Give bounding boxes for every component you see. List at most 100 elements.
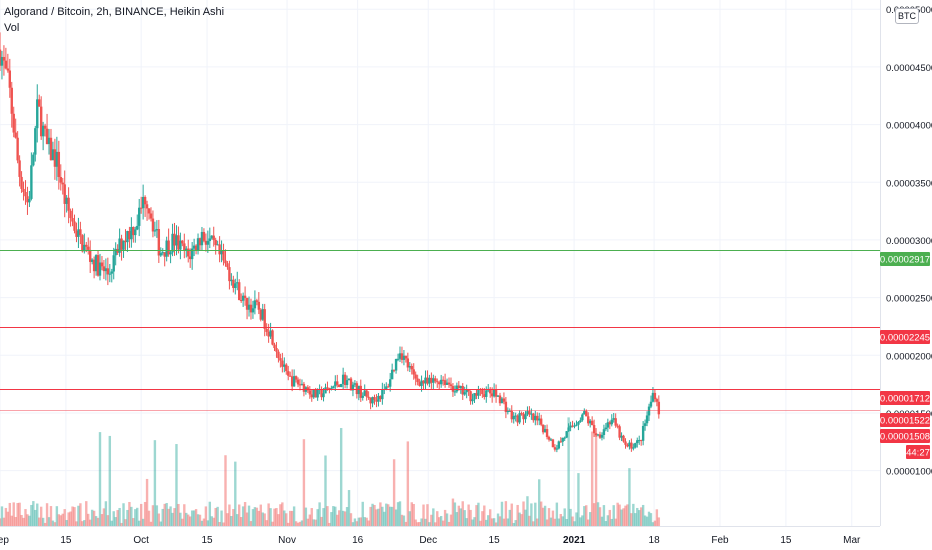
volume-bar	[57, 514, 61, 526]
volume-bar	[538, 479, 541, 526]
volume-bar	[375, 509, 378, 526]
price-label-text: 0.00001712	[880, 394, 930, 405]
volume-bar	[141, 518, 145, 526]
x-tick-label: 18	[649, 535, 661, 546]
candle-body	[187, 248, 190, 257]
volume-bar	[110, 520, 113, 526]
candle-body	[132, 226, 135, 236]
volume-bar	[94, 516, 98, 526]
candle-body	[459, 386, 462, 389]
volume-bar	[400, 514, 404, 526]
volume-bar	[534, 502, 537, 526]
candle-body	[639, 440, 643, 442]
volume-bar	[581, 515, 584, 526]
candle-body	[102, 266, 106, 272]
candle-body	[73, 221, 76, 231]
candle-body	[265, 328, 268, 332]
candle-body	[477, 389, 480, 396]
volume-bar	[171, 512, 174, 526]
volume-bar	[212, 517, 215, 526]
volume-bar	[353, 518, 357, 526]
candle-body	[447, 382, 451, 385]
volume-bar	[306, 518, 310, 526]
candle-body	[338, 384, 341, 387]
volume-bar	[236, 514, 239, 526]
volume-bar	[371, 503, 374, 526]
candle-body	[30, 165, 33, 199]
volume-bar	[598, 507, 602, 526]
volume-bar	[477, 502, 480, 526]
volume-bar	[416, 522, 419, 526]
volume-bars	[0, 417, 661, 526]
volume-bar	[355, 521, 359, 526]
volume-bar	[108, 435, 112, 526]
volume-bar	[330, 512, 333, 526]
candle-body	[626, 444, 629, 447]
candle-body	[49, 137, 53, 161]
candle-body	[498, 395, 502, 404]
candle-body	[600, 434, 604, 438]
volume-bar	[216, 506, 219, 526]
volume-bar	[632, 503, 635, 526]
volume-bar	[461, 501, 464, 526]
volume-bar	[588, 512, 592, 526]
volume-bar	[487, 515, 490, 526]
candle-body	[2, 56, 6, 61]
candle-body	[616, 425, 619, 427]
candle-body	[438, 382, 441, 385]
volume-bar	[220, 510, 223, 526]
volume-bar	[198, 514, 202, 526]
candle-body	[239, 300, 243, 302]
candle-body	[355, 383, 359, 395]
candle-body	[539, 418, 543, 425]
candle-body	[141, 196, 145, 209]
candle-body	[171, 233, 174, 253]
candle-body	[83, 244, 86, 252]
candle-body	[598, 434, 602, 438]
candle-body	[90, 259, 94, 262]
candle-body	[579, 420, 582, 423]
volume-bar	[324, 455, 327, 526]
volume-bar	[90, 509, 94, 526]
x-tick-label: Mar	[843, 535, 861, 546]
candle-body	[532, 413, 535, 421]
candle-body	[94, 255, 98, 272]
volume-bar	[45, 503, 49, 526]
candle-body	[155, 229, 159, 231]
candle-body	[161, 252, 164, 254]
candle-body	[375, 399, 378, 402]
volume-bar	[22, 517, 25, 526]
volume-bar	[151, 505, 155, 526]
volume-bar	[2, 517, 6, 526]
volume-bar	[271, 521, 274, 526]
horizontal-levels[interactable]	[0, 250, 880, 411]
volume-bar	[349, 513, 353, 526]
candle-body	[253, 300, 257, 309]
candle-body	[308, 390, 312, 395]
candle-body	[522, 413, 525, 420]
candle-body	[41, 125, 45, 137]
candle-body	[624, 441, 627, 445]
volume-bar	[20, 514, 23, 526]
volume-bar	[438, 517, 441, 526]
candle-body	[377, 395, 380, 402]
volume-bar	[479, 520, 482, 526]
candle-body	[292, 376, 296, 387]
candle-body	[234, 283, 237, 288]
volume-bar	[396, 502, 400, 526]
candle-body	[249, 304, 253, 313]
volume-bar	[516, 504, 519, 526]
y-tick-label: 0.00004500	[886, 63, 932, 74]
candle-body	[538, 418, 541, 421]
candle-body	[545, 429, 549, 438]
volume-bar	[320, 516, 323, 526]
candle-body	[585, 411, 588, 417]
volume-bar	[30, 504, 33, 526]
candle-body	[577, 422, 580, 425]
volume-bar	[188, 516, 192, 526]
candle-body	[79, 229, 82, 236]
volume-bar	[326, 506, 329, 526]
currency-button[interactable]: BTC	[895, 8, 919, 24]
candle-body	[194, 245, 198, 251]
